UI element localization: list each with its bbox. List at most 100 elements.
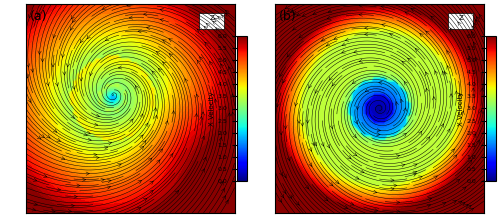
FancyArrowPatch shape (294, 102, 298, 106)
FancyArrowPatch shape (476, 17, 480, 20)
FancyArrowPatch shape (162, 62, 166, 65)
FancyArrowPatch shape (315, 89, 318, 93)
FancyArrowPatch shape (364, 33, 368, 36)
Y-axis label: X Velocity: X Velocity (208, 91, 214, 126)
FancyArrowPatch shape (326, 144, 330, 148)
FancyArrowPatch shape (294, 11, 298, 14)
FancyArrowPatch shape (142, 141, 146, 144)
FancyArrowPatch shape (396, 155, 400, 158)
FancyArrowPatch shape (76, 184, 80, 187)
FancyArrowPatch shape (336, 180, 339, 183)
FancyArrowPatch shape (468, 205, 471, 209)
FancyArrowPatch shape (344, 205, 348, 208)
FancyArrowPatch shape (71, 115, 74, 118)
FancyArrowPatch shape (412, 173, 416, 176)
FancyArrowPatch shape (461, 203, 465, 206)
FancyArrowPatch shape (118, 66, 122, 69)
FancyArrowPatch shape (160, 8, 164, 12)
FancyArrowPatch shape (61, 157, 65, 160)
FancyArrowPatch shape (468, 56, 471, 60)
FancyArrowPatch shape (402, 61, 406, 64)
FancyArrowPatch shape (88, 138, 92, 141)
FancyArrowPatch shape (26, 64, 30, 67)
FancyArrowPatch shape (285, 6, 289, 9)
FancyArrowPatch shape (140, 135, 143, 138)
FancyArrowPatch shape (232, 112, 234, 115)
FancyArrowPatch shape (400, 99, 404, 103)
FancyArrowPatch shape (218, 16, 222, 20)
FancyArrowPatch shape (72, 19, 76, 22)
FancyArrowPatch shape (365, 89, 369, 92)
FancyArrowPatch shape (432, 97, 436, 100)
FancyArrowPatch shape (90, 72, 92, 76)
FancyArrowPatch shape (309, 148, 312, 151)
FancyArrowPatch shape (130, 16, 133, 19)
FancyArrowPatch shape (381, 5, 384, 8)
FancyArrowPatch shape (96, 156, 99, 159)
FancyArrowPatch shape (140, 146, 143, 150)
FancyArrowPatch shape (330, 125, 334, 129)
FancyArrowPatch shape (152, 71, 156, 75)
FancyArrowPatch shape (280, 194, 284, 198)
FancyArrowPatch shape (288, 195, 292, 198)
FancyArrowPatch shape (426, 31, 430, 35)
FancyArrowPatch shape (280, 73, 282, 77)
FancyArrowPatch shape (302, 13, 306, 16)
FancyArrowPatch shape (402, 133, 406, 137)
FancyArrowPatch shape (82, 178, 86, 181)
FancyArrowPatch shape (451, 149, 454, 153)
FancyArrowPatch shape (444, 71, 448, 75)
FancyArrowPatch shape (38, 11, 40, 15)
FancyArrowPatch shape (118, 164, 121, 167)
FancyArrowPatch shape (352, 80, 356, 84)
FancyArrowPatch shape (205, 42, 208, 46)
FancyArrowPatch shape (66, 63, 70, 67)
FancyArrowPatch shape (37, 136, 41, 139)
FancyArrowPatch shape (202, 112, 205, 115)
FancyArrowPatch shape (309, 84, 312, 88)
FancyArrowPatch shape (450, 94, 453, 97)
FancyArrowPatch shape (284, 125, 287, 129)
FancyArrowPatch shape (38, 51, 41, 54)
FancyArrowPatch shape (396, 210, 400, 213)
FancyArrowPatch shape (418, 131, 422, 135)
FancyArrowPatch shape (226, 10, 229, 14)
FancyArrowPatch shape (346, 38, 349, 41)
FancyArrowPatch shape (476, 140, 480, 144)
FancyArrowPatch shape (427, 204, 430, 207)
FancyArrowPatch shape (200, 57, 203, 60)
FancyArrowPatch shape (418, 176, 422, 179)
FancyArrowPatch shape (452, 201, 456, 204)
FancyArrowPatch shape (144, 13, 147, 16)
FancyArrowPatch shape (348, 155, 351, 159)
FancyArrowPatch shape (468, 160, 471, 164)
FancyArrowPatch shape (382, 23, 386, 27)
FancyArrowPatch shape (169, 39, 172, 42)
FancyArrowPatch shape (314, 142, 317, 146)
FancyArrowPatch shape (447, 51, 450, 54)
FancyArrowPatch shape (280, 132, 282, 135)
FancyArrowPatch shape (197, 60, 200, 64)
FancyArrowPatch shape (296, 202, 299, 205)
FancyArrowPatch shape (413, 171, 416, 174)
FancyArrowPatch shape (458, 94, 462, 97)
FancyArrowPatch shape (472, 26, 475, 30)
FancyArrowPatch shape (222, 189, 224, 192)
FancyArrowPatch shape (312, 142, 314, 146)
FancyArrowPatch shape (434, 176, 438, 179)
FancyArrowPatch shape (288, 8, 292, 12)
FancyArrowPatch shape (222, 196, 226, 199)
FancyArrowPatch shape (138, 30, 141, 33)
FancyArrowPatch shape (106, 38, 109, 41)
FancyArrowPatch shape (41, 59, 44, 62)
FancyArrowPatch shape (57, 188, 60, 191)
FancyArrowPatch shape (321, 142, 324, 146)
FancyArrowPatch shape (204, 26, 208, 30)
FancyArrowPatch shape (154, 108, 157, 111)
FancyArrowPatch shape (342, 50, 345, 53)
FancyArrowPatch shape (194, 113, 198, 117)
FancyArrowPatch shape (472, 31, 474, 35)
FancyArrowPatch shape (41, 134, 44, 138)
FancyArrowPatch shape (226, 13, 229, 16)
FancyArrowPatch shape (396, 102, 398, 105)
